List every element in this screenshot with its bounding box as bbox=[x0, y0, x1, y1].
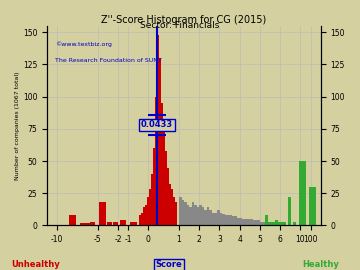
Bar bbox=[275, 220, 278, 225]
Bar bbox=[222, 214, 225, 225]
Bar bbox=[258, 220, 260, 225]
Text: ©www.textbiz.org: ©www.textbiz.org bbox=[55, 42, 112, 48]
Bar bbox=[149, 189, 151, 225]
Bar bbox=[167, 167, 169, 225]
Bar bbox=[225, 215, 227, 225]
Bar bbox=[69, 215, 76, 225]
Bar bbox=[80, 223, 85, 225]
Bar bbox=[268, 222, 270, 225]
Y-axis label: Number of companies (1067 total): Number of companies (1067 total) bbox=[15, 71, 20, 180]
Bar bbox=[143, 207, 145, 225]
Bar bbox=[199, 205, 202, 225]
Bar bbox=[174, 197, 175, 225]
Text: The Research Foundation of SUNY: The Research Foundation of SUNY bbox=[55, 58, 162, 63]
Bar bbox=[253, 220, 255, 225]
Bar bbox=[235, 217, 237, 225]
Text: Sector: Financials: Sector: Financials bbox=[140, 21, 220, 30]
Bar bbox=[215, 212, 217, 225]
Bar bbox=[202, 207, 204, 225]
Bar bbox=[175, 202, 177, 225]
Bar bbox=[265, 215, 268, 225]
Bar bbox=[130, 222, 137, 225]
Bar bbox=[165, 151, 167, 225]
Bar bbox=[171, 189, 173, 225]
Bar bbox=[163, 129, 165, 225]
Text: 0.0433: 0.0433 bbox=[141, 120, 173, 130]
Bar bbox=[270, 222, 273, 225]
Bar bbox=[99, 202, 106, 225]
Bar bbox=[210, 210, 212, 225]
Bar bbox=[245, 219, 248, 225]
Bar bbox=[220, 212, 222, 225]
Bar bbox=[204, 210, 207, 225]
Bar bbox=[309, 187, 316, 225]
Bar bbox=[217, 210, 220, 225]
Bar bbox=[159, 58, 161, 225]
Bar bbox=[207, 207, 210, 225]
Bar bbox=[299, 161, 306, 225]
Bar bbox=[153, 148, 155, 225]
Text: Healthy: Healthy bbox=[302, 260, 339, 269]
Bar bbox=[263, 222, 265, 225]
Bar bbox=[212, 212, 215, 225]
Bar bbox=[232, 217, 235, 225]
Bar bbox=[179, 197, 181, 225]
Bar bbox=[151, 174, 153, 225]
Bar bbox=[85, 223, 90, 225]
Bar bbox=[273, 222, 275, 225]
Bar bbox=[155, 97, 157, 225]
Bar bbox=[250, 219, 253, 225]
Text: Unhealthy: Unhealthy bbox=[12, 260, 60, 269]
Bar bbox=[184, 202, 187, 225]
Bar bbox=[293, 222, 296, 225]
Bar bbox=[187, 205, 189, 225]
Bar bbox=[280, 222, 283, 225]
Bar bbox=[147, 197, 149, 225]
Bar bbox=[248, 219, 250, 225]
Bar bbox=[90, 222, 95, 225]
Bar bbox=[169, 184, 171, 225]
Bar bbox=[161, 103, 163, 225]
Bar bbox=[227, 215, 230, 225]
Bar bbox=[255, 220, 258, 225]
Bar bbox=[157, 35, 159, 225]
Text: Score: Score bbox=[156, 260, 183, 269]
Bar bbox=[120, 220, 126, 225]
Bar bbox=[107, 222, 112, 225]
Bar bbox=[240, 218, 242, 225]
Bar bbox=[242, 219, 245, 225]
Bar bbox=[139, 215, 141, 225]
Bar bbox=[192, 202, 194, 225]
Bar bbox=[181, 200, 184, 225]
Bar bbox=[189, 207, 192, 225]
Bar bbox=[278, 222, 280, 225]
Bar bbox=[288, 197, 291, 225]
Bar bbox=[260, 222, 263, 225]
Title: Z''-Score Histogram for CG (2015): Z''-Score Histogram for CG (2015) bbox=[101, 15, 266, 25]
Bar bbox=[145, 205, 147, 225]
Bar bbox=[230, 215, 232, 225]
Bar bbox=[283, 222, 285, 225]
Bar bbox=[194, 205, 197, 225]
Bar bbox=[237, 218, 240, 225]
Bar bbox=[197, 207, 199, 225]
Bar bbox=[113, 222, 118, 225]
Bar bbox=[141, 212, 143, 225]
